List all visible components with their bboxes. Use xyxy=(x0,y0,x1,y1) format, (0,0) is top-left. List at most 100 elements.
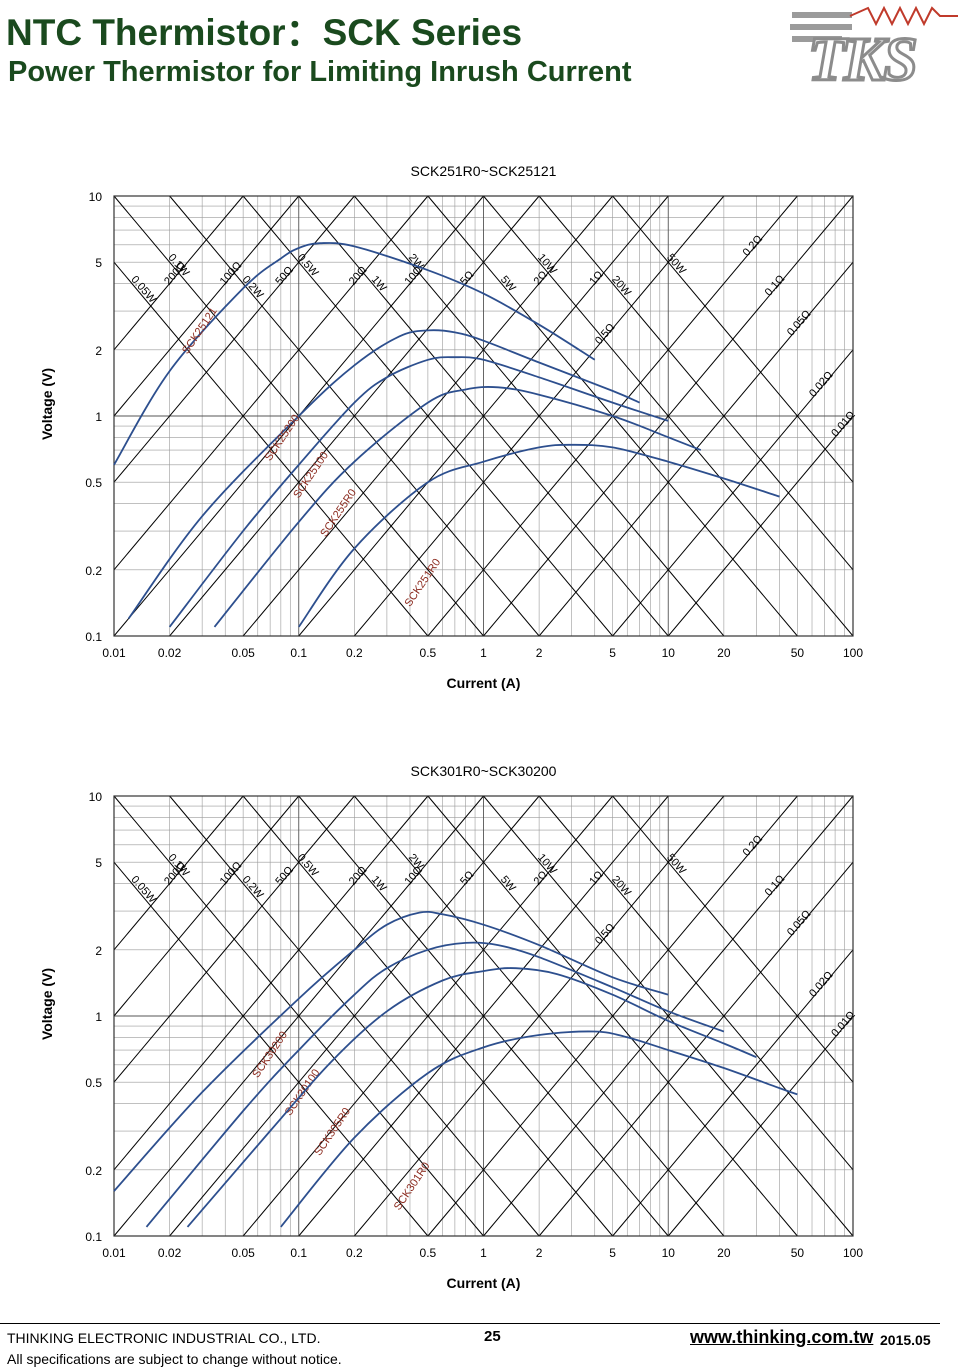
chart-sck30-curve-sck301r0 xyxy=(280,1030,798,1228)
chart-sck25-series-label-sck25200: SCK25200 xyxy=(263,413,303,464)
chart-sck30-y-tick-label-4: 2 xyxy=(95,944,102,958)
chart-sck30-x-tick-label-1: 0.02 xyxy=(158,1246,182,1260)
chart-sck25-x-tick-label-9: 10 xyxy=(662,646,676,660)
chart-sck30-resistance-label-12: 0.02Ω xyxy=(807,969,836,999)
chart-sck25-y-axis-label: Voltage (V) xyxy=(39,368,55,440)
chart-sck30-resistance-line-1 xyxy=(113,795,300,1017)
chart-sck25-resistance-line-1 xyxy=(113,195,300,417)
chart-sck30-series-label-sck301r0: SCK301R0 xyxy=(392,1160,433,1212)
chart-sck25-curve-sck25121 xyxy=(113,242,596,466)
chart-sck25-resistance-line-7 xyxy=(298,195,669,637)
chart-sck30-svg: SCK301R0~SCK302000.05W0.1W0.2W0.5W1W2W5W… xyxy=(39,763,863,1291)
chart-sck25-resistance-line-6 xyxy=(242,195,614,637)
chart-sck25-x-tick-label-1: 0.02 xyxy=(158,646,182,660)
footer-note: All specifications are subject to change… xyxy=(7,1351,342,1367)
chart-sck30-resistance-line-2 xyxy=(113,795,355,1083)
chart-sck25-x-tick-label-8: 5 xyxy=(609,646,616,660)
chart-sck25-curve-sck25100 xyxy=(168,356,669,628)
chart-sck30-resistance-line-0 xyxy=(113,795,244,951)
chart-sck25-resistance-label-3: 20Ω xyxy=(347,264,369,287)
chart-sck30-y-axis-label: Voltage (V) xyxy=(39,968,55,1040)
chart-sck25-resistance-line-10 xyxy=(483,195,854,637)
chart-sck30-x-tick-label-7: 2 xyxy=(536,1246,543,1260)
chart-sck25-x-tick-label-11: 50 xyxy=(791,646,805,660)
chart-sck30-y-tick-label-1: 0.2 xyxy=(85,1164,102,1178)
chart-sck30-y-tick-label-6: 10 xyxy=(89,790,103,804)
chart-sck25-x-ticks: 0.01 0.02 0.05 0.1 0.2 0.5 1 2 5 10 20 50 100 xyxy=(102,646,863,660)
chart-sck25-resistance-label-9: 0.2Ω xyxy=(741,233,765,259)
chart-sck30-frame xyxy=(113,795,854,1237)
chart-sck25-curve-sck255r0 xyxy=(213,386,702,628)
chart-sck25-x-tick-label-0: 0.01 xyxy=(102,646,126,660)
chart-sck30-x-tick-label-9: 10 xyxy=(662,1246,676,1260)
chart-sck30-x-tick-label-4: 0.2 xyxy=(346,1246,363,1260)
chart-sck25-x-tick-label-4: 0.2 xyxy=(346,646,363,660)
chart-sck25-power-label-6: 5W xyxy=(498,274,518,295)
chart-sck30-resistance-lines xyxy=(113,795,854,1237)
logo-stripes xyxy=(790,5,958,42)
chart-sck25-x-tick-label-3: 0.1 xyxy=(290,646,307,660)
chart-sck25-resistance-line-8 xyxy=(353,195,725,637)
chart-sck30-power-label-2: 0.2W xyxy=(240,874,266,902)
chart-sck25-x-tick-label-10: 20 xyxy=(717,646,731,660)
chart-sck30-curve-sck30200 xyxy=(113,910,669,1192)
chart-sck30-resistance-label-5: 5Ω xyxy=(458,869,476,888)
chart-sck25-x-tick-label-2: 0.05 xyxy=(231,646,255,660)
chart-sck25-resistance-line-12 xyxy=(612,349,854,637)
footer-date: 2015.05 xyxy=(880,1332,931,1348)
chart-sck30-y-ticks: 0.1 0.2 0.5 1 2 5 10 xyxy=(85,790,102,1244)
chart-sck30-resistance-labels: 200Ω 100Ω 50Ω 20Ω 10Ω 5Ω 2Ω 1Ω0.5Ω0.2Ω0.1Ω0.05Ω… xyxy=(162,833,858,1039)
chart-sck25-y-tick-label-3: 1 xyxy=(95,410,102,424)
chart-sck30-resistance-label-11: 0.05Ω xyxy=(785,908,814,938)
page-title: NTC Thermistor：SCK Series xyxy=(6,12,523,53)
chart-sck25-resistance-labels: 200Ω 100Ω 50Ω 20Ω 10Ω 5Ω 2Ω 1Ω0.5Ω0.2Ω0.1Ω0.05Ω… xyxy=(162,233,858,439)
chart-sck30-title: SCK301R0~SCK30200 xyxy=(411,763,557,779)
chart-sck30-x-tick-label-8: 5 xyxy=(609,1246,616,1260)
chart-sck30-x-tick-label-6: 1 xyxy=(480,1246,487,1260)
chart-sck25-y-tick-label-6: 10 xyxy=(89,190,103,204)
chart-sck25-title: SCK251R0~SCK25121 xyxy=(411,163,557,179)
chart-sck30-resistance-label-4: 10Ω xyxy=(403,864,425,887)
chart-sck30-y-tick-label-2: 0.5 xyxy=(85,1076,102,1090)
chart-sck25-power-label-0: 0.05W xyxy=(128,274,158,306)
chart-sck30-resistance-line-10 xyxy=(483,795,854,1237)
chart-sck25-x-axis-label: Current (A) xyxy=(447,675,521,691)
chart-sck30-y-tick-label-3: 1 xyxy=(95,1010,102,1024)
chart-sck30-x-tick-label-2: 0.05 xyxy=(231,1246,255,1260)
chart-sck30-power-label-0: 0.05W xyxy=(128,874,158,906)
chart-sck30-resistance-line-11 xyxy=(538,861,854,1237)
chart-sck25-resistance-label-11: 0.05Ω xyxy=(785,308,814,338)
chart-sck25-resistance-label-12: 0.02Ω xyxy=(807,369,836,399)
logo-lettering: TKS xyxy=(808,26,916,88)
chart-sck30-x-tick-label-5: 0.5 xyxy=(420,1246,437,1260)
chart-sck25-resistance-label-5: 5Ω xyxy=(458,269,476,288)
chart-sck30-resistance-label-9: 0.2Ω xyxy=(741,833,765,859)
chart-sck25-x-tick-label-12: 100 xyxy=(843,646,863,660)
footer-company: THINKING ELECTRONIC INDUSTRIAL CO., LTD. xyxy=(7,1330,321,1346)
chart-sck30-resistance-line-4 xyxy=(113,795,484,1237)
page-subtitle: Power Thermistor for Limiting Inrush Cur… xyxy=(8,56,632,88)
chart-sck30-resistance-line-5 xyxy=(169,795,540,1237)
chart-sck25-y-tick-label-5: 5 xyxy=(95,256,102,270)
chart-sck25-series-label-sck25100: SCK25100 xyxy=(291,450,331,501)
chart-sck30-resistance-line-6 xyxy=(242,795,614,1237)
chart-sck30-x-tick-label-3: 0.1 xyxy=(290,1246,307,1260)
chart-sck25-y-tick-label-0: 0.1 xyxy=(85,630,102,644)
chart-sck30-resistance-label-3: 20Ω xyxy=(347,864,369,887)
chart-sck25-curve-sck251r0 xyxy=(298,443,780,628)
chart-sck30-curve-sck305r0 xyxy=(186,967,757,1228)
company-logo: TKS xyxy=(790,4,960,96)
chart-sck30-resistance-line-13 xyxy=(667,1015,854,1237)
chart-sck30-resistance-label-10: 0.1Ω xyxy=(763,873,787,899)
chart-sck30-x-axis-label: Current (A) xyxy=(447,1275,521,1291)
chart-sck30-resistance-line-12 xyxy=(612,949,854,1237)
chart-sck25-resistance-line-0 xyxy=(113,195,244,351)
chart-sck25-resistance-label-2: 50Ω xyxy=(273,264,295,287)
chart-sck25-frame xyxy=(113,195,854,637)
footer-page-number: 25 xyxy=(484,1328,501,1345)
footer-website-link[interactable]: www.thinking.com.tw xyxy=(690,1327,874,1347)
chart-sck30-x-ticks: 0.01 0.02 0.05 0.1 0.2 0.5 1 2 5 10 20 50 100 xyxy=(102,1246,863,1260)
chart-sck30-power-label-6: 5W xyxy=(498,874,518,895)
chart-sck25-curve-sck25200 xyxy=(127,329,640,620)
